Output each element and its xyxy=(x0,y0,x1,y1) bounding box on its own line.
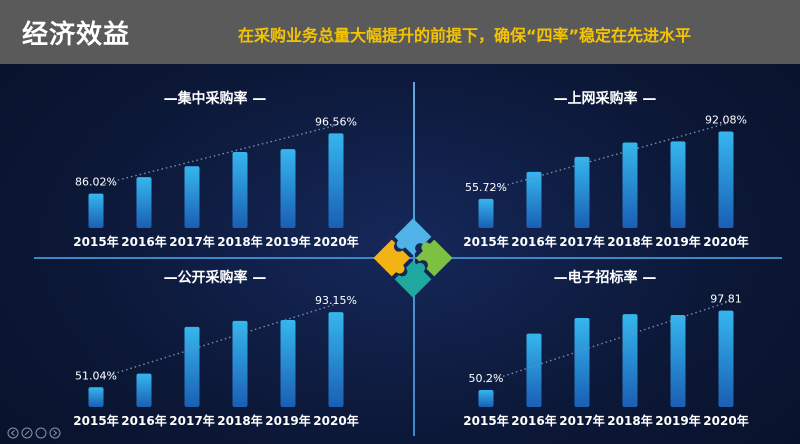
bar-2015年 xyxy=(478,198,494,228)
chart-centralized-procurement-rate: 2015年 2016年 2017年 2018年 2019年 2020年 86.02% 96.5… xyxy=(20,88,410,263)
bar-2018年 xyxy=(622,314,638,407)
x-tick-label: 2019年 xyxy=(655,413,700,428)
data-label: 92.08% xyxy=(705,114,747,127)
x-tick-label: 2018年 xyxy=(607,413,652,428)
chart-title: —集中采购率 — xyxy=(163,91,267,107)
x-tick-label: 2017年 xyxy=(559,413,604,428)
trend-line xyxy=(95,124,337,187)
x-tick-label: 2020年 xyxy=(313,234,358,249)
header-bar: 经济效益 在采购业务总量大幅提升的前提下，确保“四率”稳定在先进水平 xyxy=(0,0,800,64)
x-tick-label: 2020年 xyxy=(313,413,358,428)
puzzle-piece-blue xyxy=(394,218,432,256)
trend-line xyxy=(485,122,727,192)
bar-2017年 xyxy=(574,156,590,228)
bar-2017年 xyxy=(184,166,200,228)
x-tick-label: 2017年 xyxy=(169,413,214,428)
x-tick-label: 2015年 xyxy=(463,234,508,249)
menu-icon xyxy=(35,427,47,439)
next-slide-icon xyxy=(49,427,61,439)
data-label: 50.2% xyxy=(469,372,504,385)
bar-2015年 xyxy=(478,390,494,407)
data-label: 96.56% xyxy=(315,115,357,128)
x-tick-label: 2016年 xyxy=(121,413,166,428)
bar-2018年 xyxy=(232,320,248,407)
x-tick-label: 2015年 xyxy=(73,413,118,428)
bar-2019年 xyxy=(280,320,296,407)
x-tick-label: 2015年 xyxy=(73,234,118,249)
data-label: 55.72% xyxy=(465,181,507,194)
puzzle-piece-teal xyxy=(394,260,432,298)
x-tick-label: 2020年 xyxy=(703,234,748,249)
chart-svg: 2015年 2016年 2017年 2018年 2019年 2020年 50.2% 97.81 xyxy=(463,293,748,428)
x-tick-label: 2018年 xyxy=(217,413,262,428)
x-tick-label: 2018年 xyxy=(607,234,652,249)
bar-2017年 xyxy=(184,326,200,407)
vertical-divider xyxy=(413,82,415,436)
bar-2015年 xyxy=(88,193,104,228)
prev-slide-icon xyxy=(7,427,19,439)
data-label: 86.02% xyxy=(75,176,117,189)
bar-2016年 xyxy=(526,171,542,228)
x-tick-label: 2015年 xyxy=(463,413,508,428)
data-label: 97.81 xyxy=(710,293,742,306)
chart-svg: 2015年 2016年 2017年 2018年 2019年 2020年 86.02% 96.5… xyxy=(73,115,358,249)
bar-2016年 xyxy=(136,373,152,407)
chart-online-procurement-rate: 2015年 2016年 2017年 2018年 2019年 2020年 55.72% 92.0… xyxy=(410,88,800,263)
x-tick-label: 2018年 xyxy=(217,234,262,249)
bar-2016年 xyxy=(526,333,542,407)
bar-2019年 xyxy=(670,141,686,228)
chart-svg: 2015年 2016年 2017年 2018年 2019年 2020年 51.04% 93.1… xyxy=(73,294,358,428)
chart-electronic-bidding-rate: 2015年 2016年 2017年 2018年 2019年 2020年 50.2% 97.81… xyxy=(410,267,800,442)
data-label: 93.15% xyxy=(315,294,357,307)
bar-2016年 xyxy=(136,177,152,228)
puzzle-icon xyxy=(373,218,453,298)
bar-2020年 xyxy=(718,131,734,228)
chart-title: —电子招标率 — xyxy=(553,270,657,286)
x-tick-label: 2016年 xyxy=(511,234,556,249)
page-subtitle: 在采购业务总量大幅提升的前提下，确保“四率”稳定在先进水平 xyxy=(238,26,692,45)
bar-2020年 xyxy=(328,133,344,228)
puzzle-piece-yellow xyxy=(373,239,411,277)
bar-2020年 xyxy=(718,310,734,407)
x-tick-label: 2020年 xyxy=(703,413,748,428)
pen-tool-icon xyxy=(21,427,33,439)
bar-2015年 xyxy=(88,387,104,407)
page-title: 经济效益 xyxy=(22,20,131,50)
chart-public-procurement-rate: 2015年 2016年 2017年 2018年 2019年 2020年 51.04% 93.1… xyxy=(20,267,410,442)
bar-2018年 xyxy=(622,142,638,228)
chart-svg: 2015年 2016年 2017年 2018年 2019年 2020年 55.72% 92.0… xyxy=(463,114,748,249)
x-tick-label: 2019年 xyxy=(655,234,700,249)
bar-2020年 xyxy=(328,312,344,407)
trend-line xyxy=(95,303,337,380)
trend-line xyxy=(485,301,727,383)
x-tick-label: 2017年 xyxy=(559,234,604,249)
presentation-controls[interactable] xyxy=(6,426,126,440)
bar-2017年 xyxy=(574,318,590,407)
bar-2019年 xyxy=(670,315,686,407)
puzzle-piece-green xyxy=(415,239,453,277)
chart-title: —上网采购率 — xyxy=(553,91,657,107)
x-tick-label: 2017年 xyxy=(169,234,214,249)
data-label: 51.04% xyxy=(75,369,117,382)
bar-2018年 xyxy=(232,152,248,228)
chart-title: —公开采购率 — xyxy=(163,270,267,286)
bar-2019年 xyxy=(280,149,296,228)
x-tick-label: 2016年 xyxy=(511,413,556,428)
x-tick-label: 2019年 xyxy=(265,234,310,249)
x-tick-label: 2016年 xyxy=(121,234,166,249)
x-tick-label: 2019年 xyxy=(265,413,310,428)
